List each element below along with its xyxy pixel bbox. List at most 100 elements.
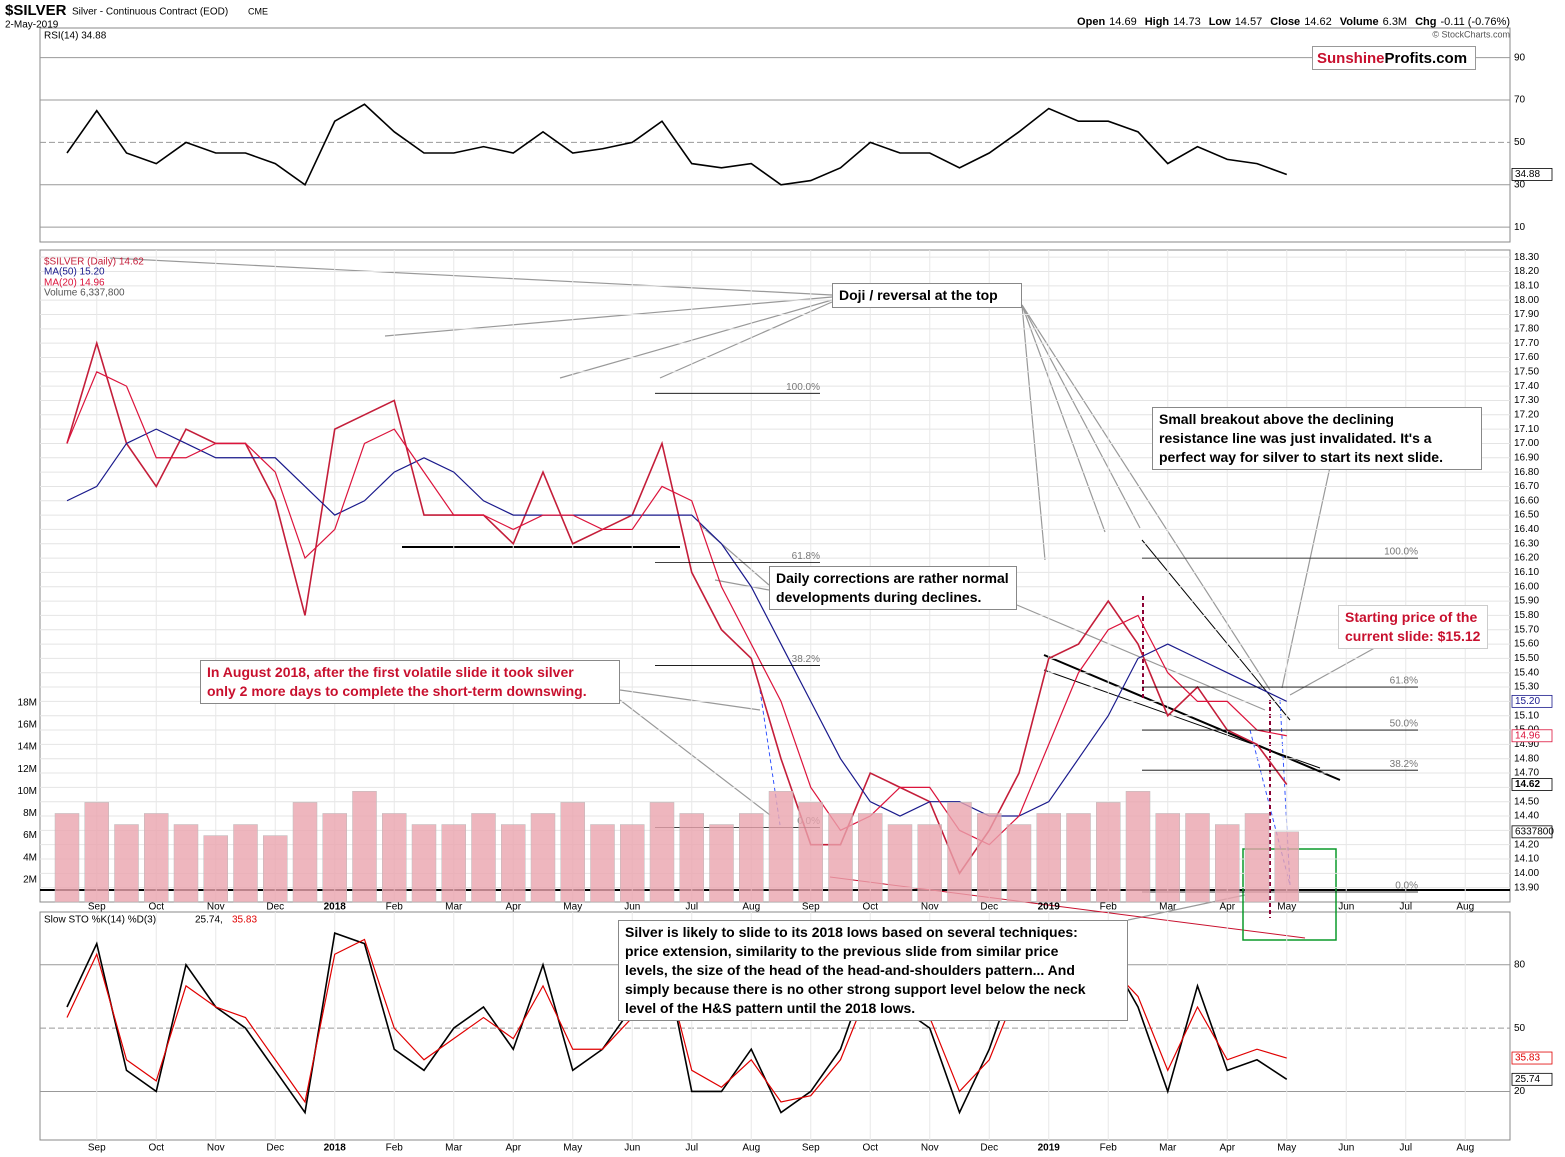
y-tick-label: 2M — [23, 875, 37, 886]
volume-bar — [322, 813, 347, 903]
x-tick-label: May — [1277, 1143, 1296, 1154]
value-tag — [1511, 168, 1553, 181]
y-tick-label: 17.60 — [1514, 352, 1539, 363]
x-tick-label: Jul — [685, 902, 698, 913]
y-tick-label: 15.10 — [1514, 710, 1539, 721]
fib-label: 0.0% — [1395, 881, 1418, 892]
y-tick-label: 10 — [1514, 222, 1526, 233]
series-line — [66, 370, 1287, 846]
y-tick-label: 50 — [1514, 137, 1526, 148]
volume-bar — [1215, 824, 1240, 903]
x-tick-label: 2019 — [1038, 902, 1061, 913]
x-tick-label: Sep — [802, 902, 820, 913]
volume-bar — [173, 824, 199, 903]
y-tick-label: 16.70 — [1514, 481, 1539, 492]
y-tick-label: 17.30 — [1514, 395, 1539, 406]
y-tick-label: 16.60 — [1514, 495, 1539, 506]
volume-bar — [441, 824, 466, 903]
volume-bar — [54, 813, 80, 903]
volume-bar — [1096, 802, 1121, 903]
legend-entry: 35.83 — [232, 915, 257, 926]
y-tick-label: 16.40 — [1514, 524, 1539, 535]
y-tick-label: 18.20 — [1514, 266, 1539, 277]
x-tick-label: Jun — [624, 902, 640, 913]
y-tick-label: 4M — [23, 852, 37, 863]
volume-bar — [739, 813, 764, 903]
volume-bar — [1274, 831, 1299, 903]
y-tick-label: 18.00 — [1514, 295, 1539, 306]
x-tick-label: 2018 — [324, 902, 347, 913]
annotation-line: Doji / reversal at the top — [839, 287, 998, 303]
y-tick-label: 70 — [1514, 95, 1526, 106]
logo-part2: Profits.com — [1384, 50, 1468, 67]
exchange: CME — [248, 6, 268, 16]
y-tick-label: 15.80 — [1514, 610, 1539, 621]
volume-bar — [382, 813, 407, 903]
y-tick-label: 30 — [1514, 179, 1526, 190]
y-tick-label: 13.90 — [1514, 882, 1539, 893]
x-tick-label: Nov — [207, 902, 225, 913]
x-tick-label: Sep — [802, 1143, 820, 1154]
y-tick-label: 18M — [18, 697, 37, 708]
y-tick-label: 12M — [18, 764, 37, 775]
date: 2-May-2019 — [5, 20, 59, 31]
volume-bar — [114, 824, 139, 903]
value-tag — [1511, 694, 1553, 708]
stat-label: Open — [1077, 16, 1105, 28]
volume-bar — [411, 824, 437, 903]
x-tick-label: Sep — [88, 902, 106, 913]
y-tick-label: 17.70 — [1514, 338, 1539, 349]
value-tag-label: 35.83 — [1515, 1053, 1540, 1064]
y-tick-label: 18.30 — [1514, 252, 1539, 263]
y-tick-label: 20 — [1514, 1086, 1526, 1097]
x-tick-label: Mar — [445, 902, 463, 913]
value-tag-label: 25.74 — [1515, 1074, 1540, 1085]
y-tick-label: 14.80 — [1514, 753, 1539, 764]
y-tick-label: 50 — [1514, 1023, 1526, 1034]
volume-bar — [1125, 791, 1151, 903]
value-tag-label: 15.20 — [1515, 696, 1540, 707]
annotation: Silver is likely to slide to its 2018 lo… — [618, 920, 1128, 1021]
x-tick-label: Nov — [921, 1143, 939, 1154]
y-tick-label: 15.50 — [1514, 653, 1539, 664]
annotation-line: current slide: $15.12 — [1345, 628, 1481, 644]
stat-label: High — [1145, 16, 1170, 28]
value-tag-label: 14.96 — [1515, 730, 1540, 741]
volume-bar — [828, 813, 853, 903]
volume-bar — [947, 802, 972, 903]
annotation-line: Silver is likely to slide to its 2018 lo… — [625, 924, 1078, 940]
y-tick-label: 16M — [18, 720, 37, 731]
x-tick-label: 2018 — [324, 1143, 347, 1154]
y-tick-label: 17.50 — [1514, 366, 1539, 377]
y-tick-label: 17.20 — [1514, 409, 1539, 420]
annotation-line: price extension, similarity to the previ… — [625, 943, 1059, 959]
y-tick-label: 15.30 — [1514, 682, 1539, 693]
x-tick-label: Jul — [1399, 1143, 1412, 1154]
stat-label: Close — [1270, 16, 1300, 28]
x-tick-label: Feb — [386, 902, 404, 913]
y-tick-label: 16.50 — [1514, 510, 1539, 521]
annotation-line: resistance line was just invalidated. It… — [1159, 430, 1432, 446]
y-tick-label: 15.40 — [1514, 667, 1539, 678]
stat-label: Volume — [1340, 16, 1379, 28]
volume-bar — [1066, 813, 1091, 903]
y-tick-label: 14.90 — [1514, 739, 1539, 750]
x-tick-label: Apr — [1219, 1143, 1235, 1154]
x-tick-label: Aug — [1456, 902, 1474, 913]
fib-label: 38.2% — [1390, 759, 1418, 770]
volume-bar — [620, 824, 645, 903]
stat-value: 14.57 — [1235, 16, 1263, 28]
x-tick-label: Nov — [207, 1143, 225, 1154]
x-tick-label: May — [563, 902, 582, 913]
y-tick-label: 15.60 — [1514, 639, 1539, 650]
annotation-line: level of the H&S pattern until the 2018 … — [625, 1000, 916, 1016]
annotation-line: Small breakout above the declining — [1159, 411, 1394, 427]
logo-part1: Sunshine — [1317, 50, 1385, 67]
y-tick-label: 17.90 — [1514, 309, 1539, 320]
y-tick-label: 14M — [18, 742, 37, 753]
annotation: Doji / reversal at the top — [832, 283, 1022, 308]
x-tick-label: Aug — [1456, 1143, 1474, 1154]
y-tick-label: 17.10 — [1514, 424, 1539, 435]
x-tick-label: Dec — [266, 902, 284, 913]
x-tick-label: Oct — [862, 902, 878, 913]
